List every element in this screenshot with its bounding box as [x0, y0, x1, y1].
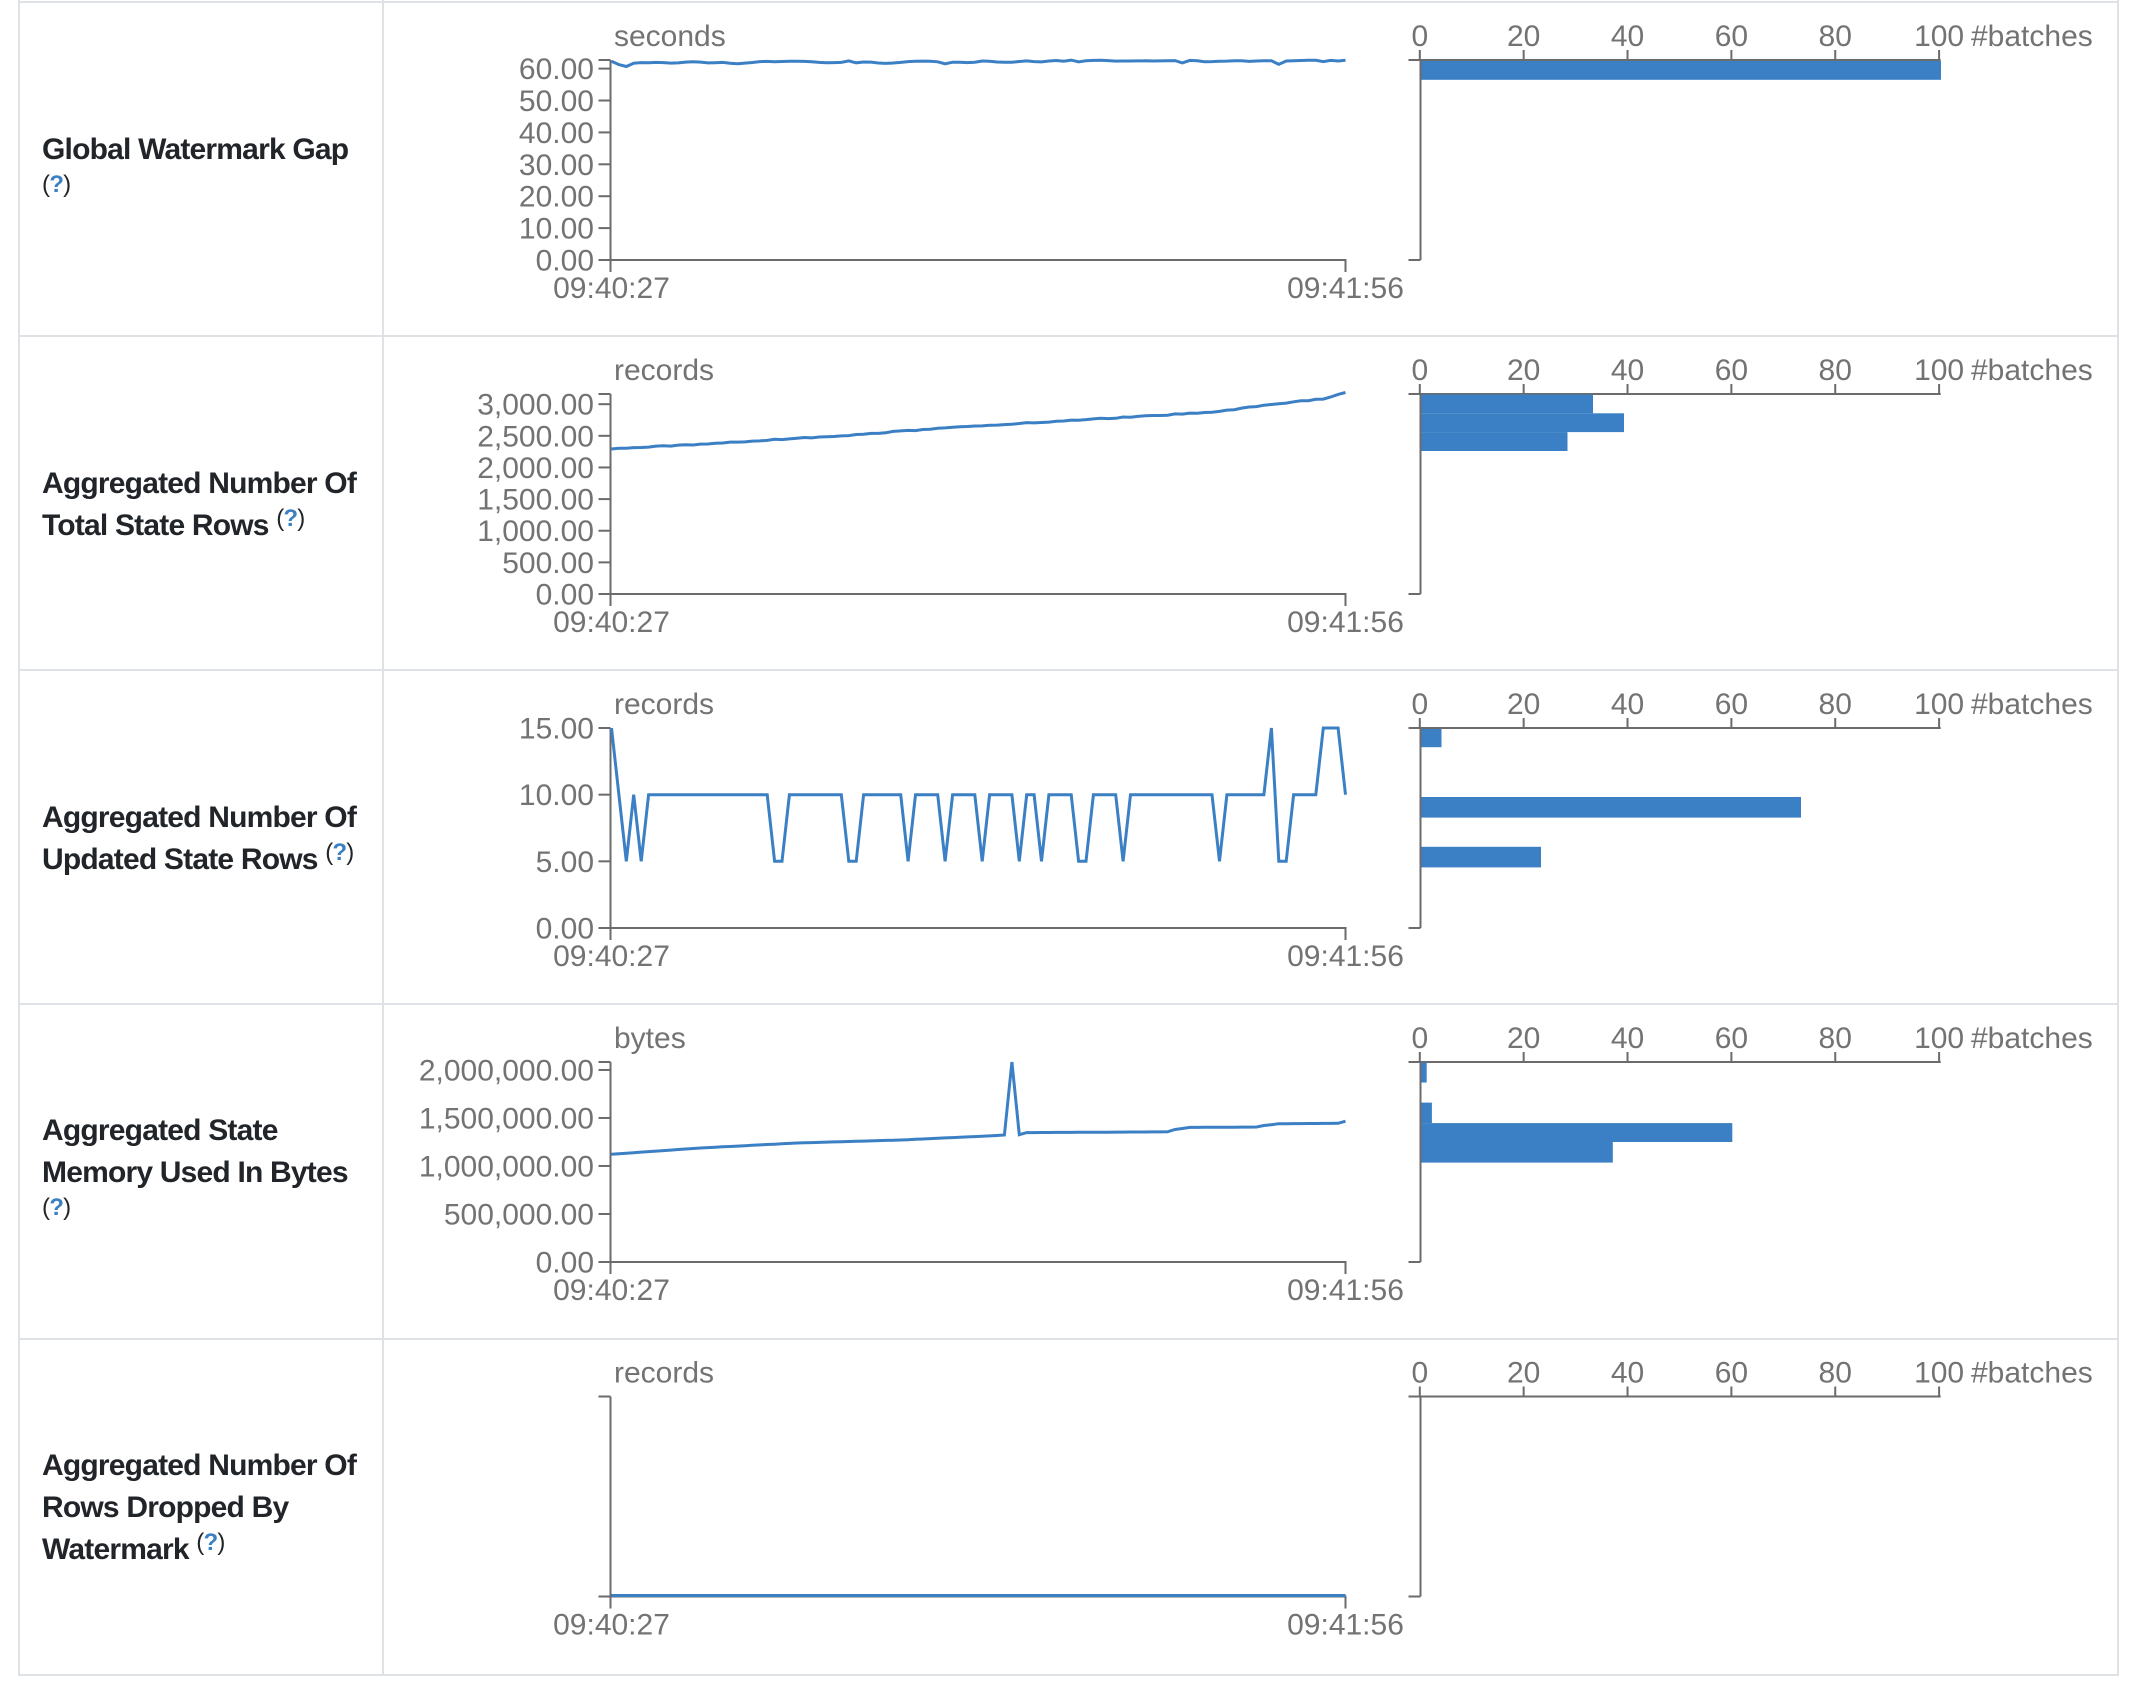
svg-text:20: 20: [1507, 20, 1540, 53]
svg-text:40: 40: [1611, 354, 1644, 387]
svg-text:2,000,000.00: 2,000,000.00: [419, 1054, 594, 1087]
svg-text:09:41:56: 09:41:56: [1287, 606, 1404, 639]
svg-text:#batches: #batches: [1971, 1022, 2093, 1055]
svg-text:100: 100: [1914, 1357, 1964, 1390]
svg-text:40: 40: [1611, 1357, 1644, 1390]
svg-text:40: 40: [1611, 1022, 1644, 1055]
svg-text:40: 40: [1611, 688, 1644, 721]
svg-text:#batches: #batches: [1971, 20, 2093, 53]
svg-text:09:40:27: 09:40:27: [553, 606, 670, 639]
svg-text:20: 20: [1507, 354, 1540, 387]
svg-text:60.00: 60.00: [519, 53, 594, 86]
svg-text:0: 0: [1411, 688, 1428, 721]
svg-text:1,500,000.00: 1,500,000.00: [419, 1102, 594, 1135]
svg-text:0: 0: [1411, 354, 1428, 387]
svg-text:60: 60: [1715, 20, 1748, 53]
svg-text:bytes: bytes: [614, 1022, 686, 1055]
svg-text:100: 100: [1914, 20, 1964, 53]
svg-text:0.00: 0.00: [536, 579, 594, 612]
svg-text:100: 100: [1914, 688, 1964, 721]
svg-text:15.00: 15.00: [519, 713, 594, 746]
svg-text:100: 100: [1914, 354, 1964, 387]
svg-text:60: 60: [1715, 688, 1748, 721]
svg-text:1,500.00: 1,500.00: [477, 484, 594, 517]
svg-text:40: 40: [1611, 20, 1644, 53]
svg-text:20.00: 20.00: [519, 181, 594, 214]
svg-text:records: records: [614, 688, 714, 721]
svg-text:10.00: 10.00: [519, 779, 594, 812]
svg-text:09:41:56: 09:41:56: [1287, 1274, 1404, 1307]
svg-text:20: 20: [1507, 1022, 1540, 1055]
svg-text:0.00: 0.00: [536, 1247, 594, 1280]
svg-text:20: 20: [1507, 1357, 1540, 1390]
svg-text:records: records: [614, 1357, 714, 1390]
svg-text:09:40:27: 09:40:27: [553, 1609, 670, 1642]
svg-text:09:40:27: 09:40:27: [553, 272, 670, 305]
svg-text:09:41:56: 09:41:56: [1287, 940, 1404, 973]
svg-text:1,000,000.00: 1,000,000.00: [419, 1150, 594, 1183]
svg-text:0: 0: [1411, 20, 1428, 53]
svg-text:80: 80: [1819, 20, 1852, 53]
svg-text:09:41:56: 09:41:56: [1287, 272, 1404, 305]
svg-text:20: 20: [1507, 688, 1540, 721]
svg-text:2,000.00: 2,000.00: [477, 452, 594, 485]
svg-text:#batches: #batches: [1971, 688, 2093, 721]
svg-text:60: 60: [1715, 354, 1748, 387]
svg-text:0.00: 0.00: [536, 245, 594, 278]
svg-text:50.00: 50.00: [519, 85, 594, 118]
svg-text:40.00: 40.00: [519, 117, 594, 150]
svg-text:60: 60: [1715, 1022, 1748, 1055]
svg-text:09:40:27: 09:40:27: [553, 940, 670, 973]
svg-text:0: 0: [1411, 1022, 1428, 1055]
svg-text:5.00: 5.00: [536, 846, 594, 879]
svg-text:10.00: 10.00: [519, 213, 594, 246]
svg-text:09:40:27: 09:40:27: [553, 1274, 670, 1307]
svg-text:2,500.00: 2,500.00: [477, 420, 594, 453]
svg-text:0.00: 0.00: [536, 913, 594, 946]
svg-text:80: 80: [1819, 688, 1852, 721]
svg-text:500,000.00: 500,000.00: [444, 1198, 594, 1231]
svg-text:80: 80: [1819, 354, 1852, 387]
svg-text:30.00: 30.00: [519, 149, 594, 182]
svg-text:3,000.00: 3,000.00: [477, 389, 594, 422]
svg-text:records: records: [614, 354, 714, 387]
svg-text:seconds: seconds: [614, 20, 726, 53]
svg-text:#batches: #batches: [1971, 1357, 2093, 1390]
svg-text:#batches: #batches: [1971, 354, 2093, 387]
svg-text:80: 80: [1819, 1357, 1852, 1390]
svg-text:1,000.00: 1,000.00: [477, 515, 594, 548]
svg-text:100: 100: [1914, 1022, 1964, 1055]
svg-text:80: 80: [1819, 1022, 1852, 1055]
svg-text:0: 0: [1411, 1357, 1428, 1390]
svg-text:60: 60: [1715, 1357, 1748, 1390]
svg-text:09:41:56: 09:41:56: [1287, 1609, 1404, 1642]
svg-text:500.00: 500.00: [502, 547, 594, 580]
